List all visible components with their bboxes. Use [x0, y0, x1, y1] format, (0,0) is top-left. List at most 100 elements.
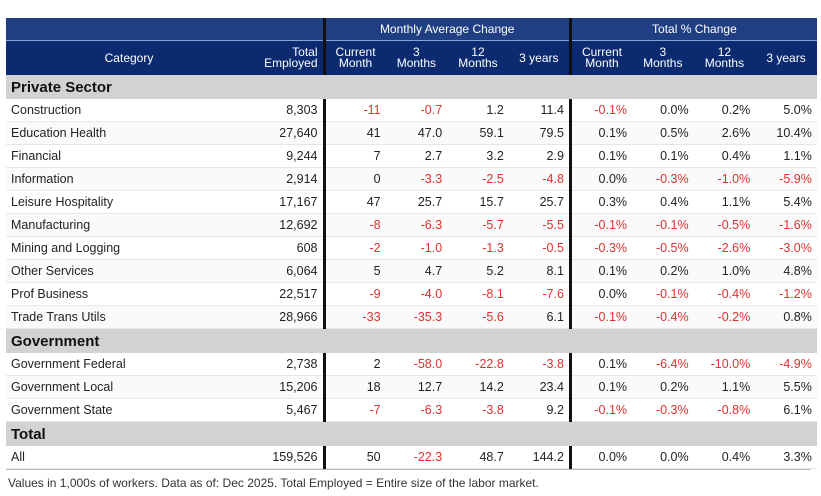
value-cell: 0.0%	[632, 446, 694, 469]
value-cell: -2	[322, 236, 386, 260]
category-cell: Other Services	[6, 259, 252, 283]
category-cell: Leisure Hospitality	[6, 190, 252, 214]
value-cell: 0.2%	[693, 99, 756, 122]
value-cell: 0.5%	[632, 121, 694, 145]
value-cell: -33	[322, 305, 386, 329]
col-header-category: Category	[6, 40, 252, 75]
value-cell: 47.0	[385, 121, 448, 145]
value-cell: 9,244	[252, 144, 324, 168]
col-header-monthly-12m: 12 Months	[447, 40, 509, 75]
value-cell: -22.8	[447, 353, 509, 376]
value-cell: -0.8%	[693, 398, 756, 422]
table-row: All 159,526 50 -22.3 48.7 144.2 0.0% 0.0% 0.4% 3.…	[6, 446, 817, 469]
value-cell: 5.5%	[755, 375, 817, 399]
value-cell: -2.5	[447, 167, 509, 191]
value-cell: -0.5%	[632, 236, 694, 260]
value-cell: 2.9	[508, 144, 571, 168]
value-cell: -0.2%	[693, 305, 756, 329]
value-cell: 0.0%	[568, 167, 633, 191]
value-cell: 25.7	[385, 190, 448, 214]
value-cell: 1.1%	[755, 144, 817, 168]
value-cell: 1.0%	[693, 259, 756, 283]
category-cell: Government Local	[6, 375, 252, 399]
table-row: Information 2,914 0 -3.3 -2.5 -4.8 0.0% -0.3% -1…	[6, 167, 817, 191]
value-cell: 12,692	[252, 213, 324, 237]
category-cell: Construction	[6, 99, 252, 122]
value-cell: -0.3%	[632, 398, 694, 422]
value-cell: -0.7	[385, 99, 448, 122]
value-cell: -7.6	[508, 282, 571, 306]
col-header-pct-current: Current Month	[568, 40, 633, 75]
value-cell: 7	[322, 144, 386, 168]
value-cell: -0.4%	[693, 282, 756, 306]
value-cell: 11.4	[508, 99, 571, 122]
value-cell: 2,738	[252, 353, 324, 376]
table-row: Government Local 15,206 18 12.7 14.2 23.4 0.1%…	[6, 375, 817, 399]
value-cell: 18	[322, 375, 386, 399]
value-cell: -5.7	[447, 213, 509, 237]
group-header-total-pct: Total % Change	[568, 18, 817, 41]
table-row: Construction 8,303 -11 -0.7 1.2 11.4 -0.1% 0.0%…	[6, 99, 817, 122]
category-cell: Manufacturing	[6, 213, 252, 237]
section-title: Total	[6, 421, 817, 446]
value-cell: 1.2	[447, 99, 509, 122]
table-row: Financial 9,244 7 2.7 3.2 2.9 0.1% 0.1% 0.4% 1.1%	[6, 144, 817, 168]
value-cell: -7	[322, 398, 386, 422]
value-cell: -0.1%	[568, 99, 633, 122]
table-row: Government State 5,467 -7 -6.3 -3.8 9.2 -0.1% -…	[6, 398, 817, 422]
value-cell: 5	[322, 259, 386, 283]
value-cell: 0.1%	[568, 353, 633, 376]
value-cell: 1.1%	[693, 375, 756, 399]
value-cell: 25.7	[508, 190, 571, 214]
value-cell: -3.8	[508, 353, 571, 376]
value-cell: -0.1%	[632, 213, 694, 237]
value-cell: 0.1%	[568, 259, 633, 283]
value-cell: 59.1	[447, 121, 509, 145]
category-cell: Prof Business	[6, 282, 252, 306]
value-cell: 0.8%	[755, 305, 817, 329]
employment-table: Monthly Average Change Total % Change Ca…	[6, 18, 817, 469]
col-header-total-employed: Total Employed	[252, 40, 324, 75]
value-cell: -0.1%	[568, 305, 633, 329]
value-cell: 0.3%	[568, 190, 633, 214]
value-cell: -0.1%	[568, 398, 633, 422]
value-cell: 0.1%	[632, 144, 694, 168]
group-header-row: Monthly Average Change Total % Change	[6, 18, 817, 41]
table-row: Government Federal 2,738 2 -58.0 -22.8 -3.8 0.…	[6, 353, 817, 376]
table-row: Leisure Hospitality 17,167 47 25.7 15.7 25.7 0…	[6, 190, 817, 214]
table-row: Manufacturing 12,692 -8 -6.3 -5.7 -5.5 -0.1% -0…	[6, 213, 817, 237]
table-body: Private Sector Construction 8,303 -11 -0.7 1.…	[6, 75, 817, 469]
value-cell: 4.8%	[755, 259, 817, 283]
value-cell: 159,526	[252, 446, 324, 469]
value-cell: 0.1%	[568, 121, 633, 145]
value-cell: -11	[322, 99, 386, 122]
value-cell: -9	[322, 282, 386, 306]
value-cell: 48.7	[447, 446, 509, 469]
value-cell: 4.7	[385, 259, 448, 283]
value-cell: 1.1%	[693, 190, 756, 214]
value-cell: -2.6%	[693, 236, 756, 260]
value-cell: -6.3	[385, 398, 448, 422]
value-cell: 608	[252, 236, 324, 260]
col-header-pct-3y: 3 years	[755, 40, 817, 75]
value-cell: 12.7	[385, 375, 448, 399]
value-cell: -58.0	[385, 353, 448, 376]
value-cell: 0.0%	[568, 446, 633, 469]
table-row: Other Services 6,064 5 4.7 5.2 8.1 0.1% 0.2% 1.0…	[6, 259, 817, 283]
value-cell: -5.5	[508, 213, 571, 237]
value-cell: 8.1	[508, 259, 571, 283]
category-cell: Government Federal	[6, 353, 252, 376]
value-cell: -3.8	[447, 398, 509, 422]
value-cell: 2.7	[385, 144, 448, 168]
value-cell: 10.4%	[755, 121, 817, 145]
value-cell: -5.6	[447, 305, 509, 329]
footnote: Values in 1,000s of workers. Data as of:…	[6, 469, 811, 496]
value-cell: 15.7	[447, 190, 509, 214]
value-cell: 5,467	[252, 398, 324, 422]
value-cell: -0.3%	[568, 236, 633, 260]
value-cell: 9.2	[508, 398, 571, 422]
category-cell: Financial	[6, 144, 252, 168]
value-cell: -0.4%	[632, 305, 694, 329]
value-cell: -0.1%	[632, 282, 694, 306]
value-cell: -8	[322, 213, 386, 237]
